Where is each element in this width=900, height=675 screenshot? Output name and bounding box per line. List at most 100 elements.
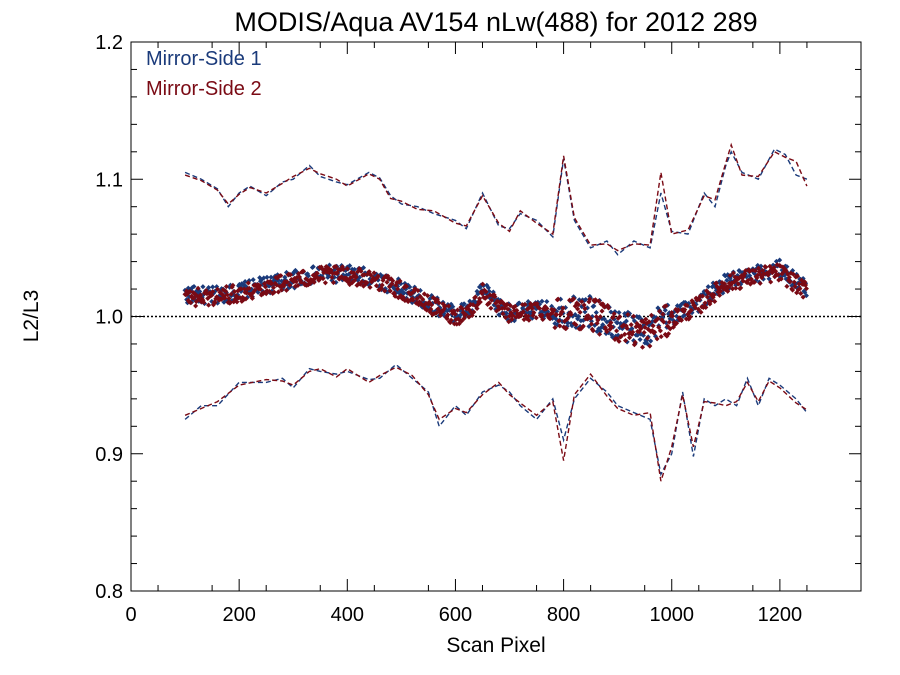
mirror-side-2-point xyxy=(751,279,758,285)
legend-mirror-side-2: Mirror-Side 2 xyxy=(146,78,262,100)
mirror-side-1-point xyxy=(264,274,270,280)
mirror-side-1-point xyxy=(450,304,456,310)
mirror-side-2-point xyxy=(358,268,364,274)
mirror-side-2-point xyxy=(752,268,758,274)
mirror-side-2-point xyxy=(223,288,229,294)
mirror-side-1-point xyxy=(637,336,643,343)
mirror-side-2-point xyxy=(483,289,489,295)
y-tick-label: 0.9 xyxy=(95,444,123,466)
mirror-side-2-point xyxy=(791,279,797,285)
mirror-side-2-point xyxy=(684,303,690,309)
plot-frame xyxy=(130,41,862,592)
mirror-side-2-point xyxy=(698,309,704,315)
mirror-side-1-point xyxy=(724,277,730,283)
y-axis-title: L2/L3 xyxy=(20,290,43,343)
mirror-side-2-point xyxy=(311,279,317,285)
mirror-side-2-point xyxy=(271,289,277,295)
mirror-side-1-point xyxy=(583,296,589,303)
mirror-side-2-point xyxy=(652,329,658,335)
mirror-side-1-point xyxy=(544,298,550,305)
mirror-side-2-point xyxy=(266,288,272,294)
mirror-side-2-point xyxy=(335,270,341,276)
mirror-side-2-point xyxy=(479,290,485,296)
mirror-side-2-point xyxy=(480,281,486,287)
mirror-side-2-point xyxy=(489,297,495,303)
mirror-side-2-point xyxy=(700,293,706,299)
mirror-side-1-point xyxy=(593,309,599,316)
mirror-side-1-point xyxy=(575,313,582,320)
mirror-side-2-point xyxy=(320,275,326,282)
mirror-side-2-point xyxy=(459,306,465,312)
mirror-side-2-point xyxy=(344,266,350,272)
mirror-side-2-point xyxy=(798,290,804,297)
mirror-side-2-point xyxy=(375,273,381,279)
mirror-side-2-point xyxy=(622,331,628,337)
legend-mirror-side-1: Mirror-Side 1 xyxy=(146,48,262,70)
mirror-side-2-point xyxy=(730,270,736,276)
mirror-side-2-point xyxy=(284,279,290,285)
mirror-side-2-point xyxy=(287,282,293,288)
mirror-side-1-point xyxy=(591,303,597,309)
mirror-side-1-point xyxy=(261,275,267,281)
mirror-side-1-point xyxy=(486,288,492,294)
mirror-side-2-point xyxy=(474,305,480,312)
mirror-side-2-point xyxy=(361,272,367,278)
y-axis-ticks: 0.8 0.9 1.0 1.1 1.2 xyxy=(95,32,861,603)
mirror-side-2-point xyxy=(246,285,252,291)
mirror-side-2-point xyxy=(670,313,676,319)
mirror-side-2-point xyxy=(206,302,212,308)
mirror-side-1-point xyxy=(407,284,413,290)
mirror-side-2-point xyxy=(565,315,571,321)
mirror-side-2-point xyxy=(721,281,728,287)
mirror-side-2-point xyxy=(227,299,234,305)
x-tick-label: 600 xyxy=(439,604,472,626)
mirror-side-1-point xyxy=(549,303,555,309)
mirror-side-2-point xyxy=(568,311,574,317)
y-tick-label: 1.2 xyxy=(95,32,123,54)
mirror-side-2-point xyxy=(525,313,531,319)
mirror-side-2-point xyxy=(512,303,518,309)
mirror-side-2-point xyxy=(445,312,451,318)
x-tick-label: 200 xyxy=(222,604,255,626)
mirror-side-2-point xyxy=(353,274,359,280)
mirror-side-2-point xyxy=(688,307,694,313)
mirror-side-1-point xyxy=(616,309,622,316)
x-tick-label: 0 xyxy=(125,604,136,626)
mirror-side-2-point xyxy=(429,302,435,308)
mirror-side-2-point xyxy=(763,264,769,270)
mirror-side-1-point xyxy=(705,284,711,290)
mirror-side-2-point xyxy=(787,279,793,285)
mirror-side-2-point xyxy=(708,298,714,304)
mirror-side-2-point xyxy=(803,286,809,292)
mirror-side-2-point xyxy=(599,308,605,314)
mirror-side-2-point xyxy=(639,344,646,350)
mirror-side-2-point xyxy=(197,292,204,298)
mirror-side-2-point xyxy=(230,282,236,288)
mirror-side-2-point xyxy=(638,326,644,332)
mirror-side-2-point xyxy=(730,286,736,292)
mirror-side-2-point xyxy=(507,302,513,308)
mirror-side-2-point xyxy=(522,301,528,308)
mirror-side-2-point xyxy=(540,316,546,323)
plot-area xyxy=(182,142,809,482)
y-tick-label: 1.0 xyxy=(95,307,123,329)
mirror-side-2-point xyxy=(228,291,234,297)
mirror-side-2-point xyxy=(675,307,681,313)
mirror-side-2-point xyxy=(238,286,244,292)
mirror-side-2-point xyxy=(712,298,718,304)
x-tick-label: 400 xyxy=(331,604,364,626)
mirror-side-2-point xyxy=(596,298,602,304)
mirror-side-2-point xyxy=(249,295,255,301)
mirror-side-2-point xyxy=(366,269,372,275)
mirror-side-2-point xyxy=(539,312,545,318)
mirror-side-2-point xyxy=(252,287,258,293)
mirror-side-2-point xyxy=(257,286,264,292)
mirror-side-2-point xyxy=(588,315,594,321)
mirror-side-2-point xyxy=(442,303,448,309)
mirror-side-2-point xyxy=(682,307,688,313)
mirror-side-2-point xyxy=(597,314,603,320)
mirror-side-2-point xyxy=(329,274,335,281)
mirror-side-2-point xyxy=(340,266,346,272)
mirror-side-2-point xyxy=(529,306,535,312)
